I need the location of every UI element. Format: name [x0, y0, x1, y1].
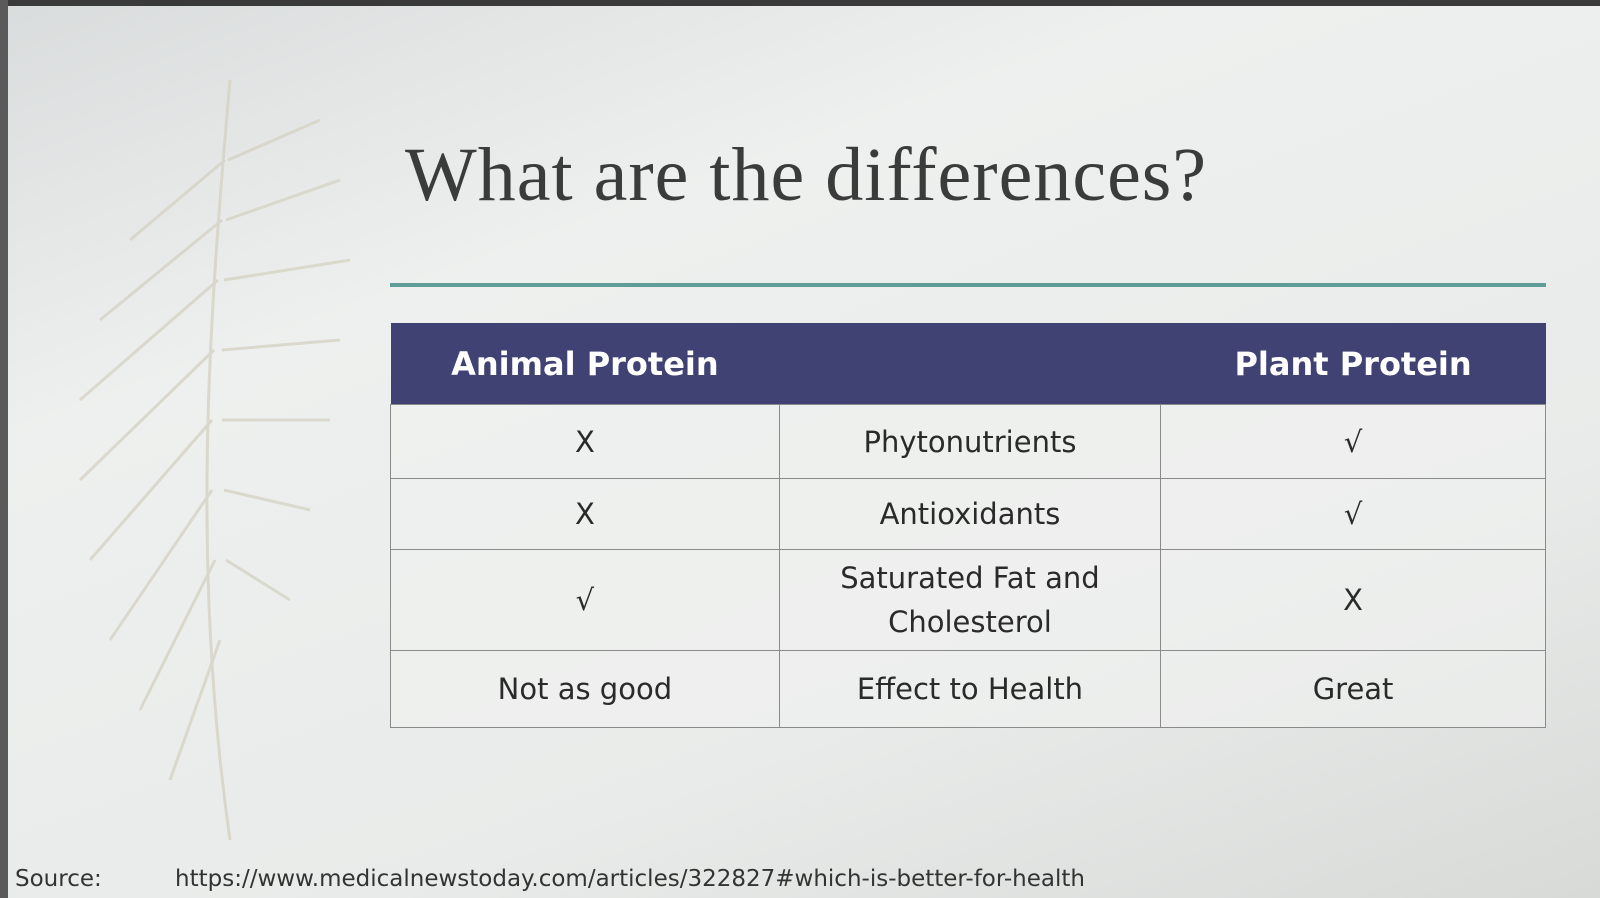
cell: Antioxidants [778, 478, 1162, 550]
table-row: X Phytonutrients √ [390, 404, 1546, 479]
cell: Great [1160, 650, 1546, 728]
frame [0, 0, 1600, 6]
cell: √ [390, 549, 780, 651]
table-row: √ Saturated Fat and Cholesterol X [390, 549, 1546, 651]
cell: Effect to Health [778, 650, 1162, 728]
header-cell: Plant Protein [1160, 323, 1546, 405]
cell: Saturated Fat and Cholesterol [778, 549, 1162, 651]
cell: Phytonutrients [778, 404, 1162, 479]
cell: X [1160, 549, 1546, 651]
comparison-table: Animal Protein Plant Protein X Phytonutr… [390, 323, 1546, 728]
cell: X [390, 404, 780, 479]
header-cell: Animal Protein [390, 323, 780, 405]
table-row: X Antioxidants √ [390, 478, 1546, 550]
cell: √ [1160, 478, 1546, 550]
slide-title: What are the differences? [405, 133, 1208, 217]
cell-text: Saturated Fat and Cholesterol [840, 561, 1100, 639]
header-row: Animal Protein Plant Protein [390, 323, 1546, 405]
source-url: https://www.medicalnewstoday.com/article… [175, 866, 1085, 892]
source-label: Source: [15, 866, 102, 892]
cell: √ [1160, 404, 1546, 479]
header-cell-blank [779, 323, 1161, 405]
feather-decoration [78, 79, 351, 841]
cell: X [390, 478, 780, 550]
frame [0, 0, 8, 898]
table-row: Not as good Effect to Health Great [390, 650, 1546, 728]
divider [390, 283, 1546, 287]
cell: Not as good [390, 650, 780, 728]
